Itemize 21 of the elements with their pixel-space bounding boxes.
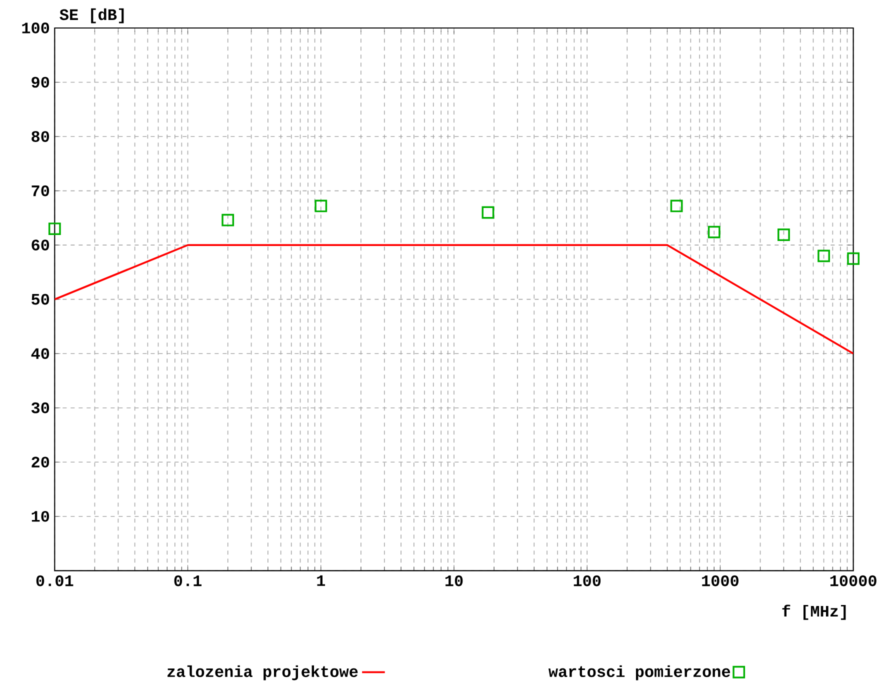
x-tick-label: 1000 <box>702 575 738 586</box>
y-tick-label: 40 <box>31 348 50 360</box>
y-axis-title: SE [dB] <box>60 8 124 24</box>
y-tick-label: 80 <box>32 131 50 142</box>
x-tick-label: 100 <box>574 575 601 586</box>
y-tick-label: 100 <box>22 22 50 34</box>
x-tick-label: 0.1 <box>174 575 202 586</box>
x-axis-title: f [MHz] <box>782 604 846 620</box>
y-tick-label: 60 <box>32 240 50 250</box>
x-tick-label: 0.01 <box>36 575 74 586</box>
y-tick-label: 90 <box>32 76 50 88</box>
x-tick-label: 10 <box>445 575 463 586</box>
x-tick-label: 10000 <box>830 575 876 586</box>
y-tick-label: 70 <box>32 185 50 196</box>
y-tick-label: 10 <box>32 510 50 522</box>
y-tick-label: 20 <box>32 456 50 468</box>
y-tick-label: 50 <box>32 294 50 305</box>
legend-label: wartosci pomierzone <box>548 665 730 680</box>
x-tick-label: 1 <box>317 575 326 586</box>
y-tick-label: 30 <box>31 402 50 414</box>
legend-label: zalozenia projektowe <box>168 665 358 680</box>
